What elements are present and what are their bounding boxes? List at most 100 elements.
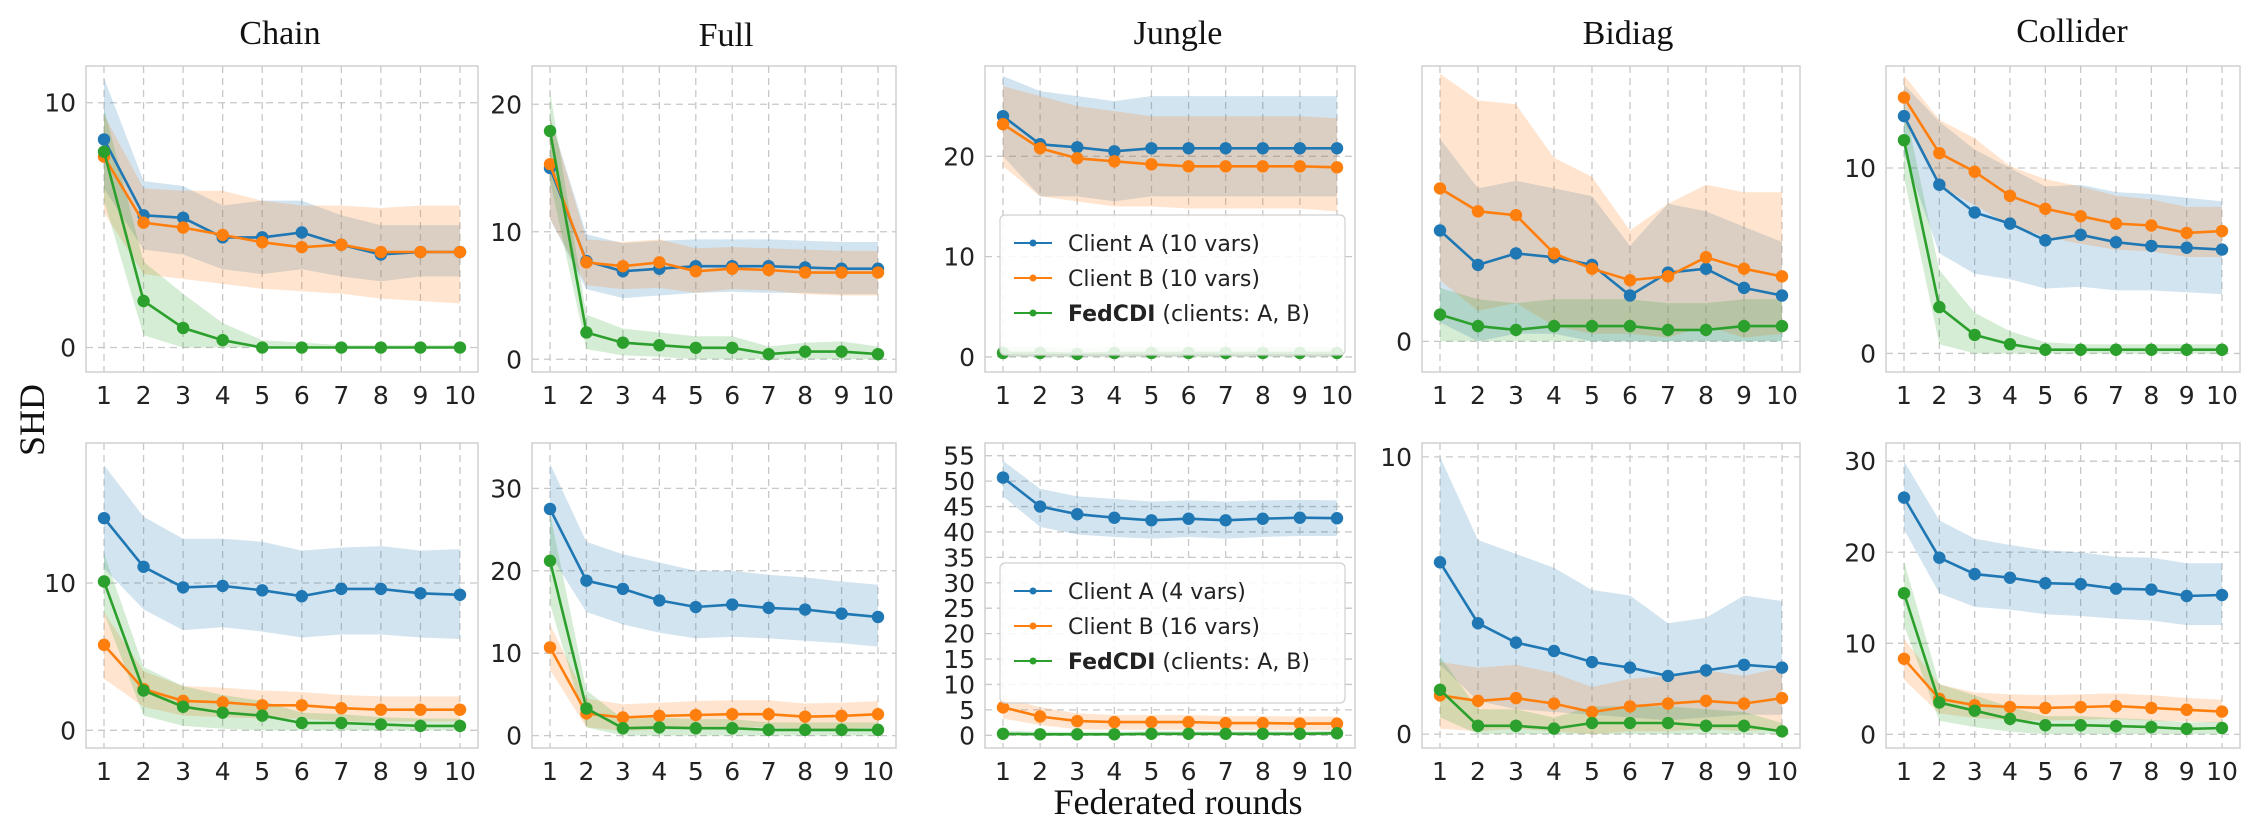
data-point-fedcdi-clients-a-b (2003, 712, 2017, 726)
data-point-fedcdi-clients-a-b (1330, 727, 1344, 740)
confidence-band-client-b-16-vars (104, 612, 460, 722)
series-line-fedcdi-clients-a-b (1439, 313, 1782, 332)
x-tick-label: 6 (2073, 381, 2089, 410)
x-tick-label: 5 (2037, 381, 2053, 410)
data-point-client-b-16-vars (453, 703, 467, 716)
x-tick-label: 5 (688, 757, 704, 786)
data-point-fedcdi-clients-a-b (2145, 343, 2158, 356)
data-point-client-a-4-vars (996, 471, 1010, 484)
data-point-client-b-10-vars (1509, 208, 1523, 222)
y-tick-label: 10 (943, 243, 975, 272)
x-tick-label: 7 (1218, 381, 1234, 410)
data-point-client-b-10-vars (295, 240, 308, 254)
x-tick-label: 1 (1432, 757, 1448, 786)
series-line-fedcdi-clients-a-b (102, 151, 460, 349)
x-tick-label: 7 (1660, 381, 1676, 410)
x-tick-label: 6 (724, 757, 740, 786)
data-point-fedcdi-clients-a-b (1547, 319, 1561, 333)
data-point-client-a-10-vars (1182, 142, 1195, 155)
y-tick-label: 10 (1844, 629, 1876, 658)
plot-area (996, 460, 1344, 741)
data-point-client-b-16-vars (653, 709, 666, 723)
data-point-client-a-10-vars (2039, 234, 2052, 247)
data-point-client-b-10-vars (335, 238, 348, 251)
data-point-client-a-10-vars (2109, 235, 2123, 249)
series-line-client-b-10-vars (1902, 96, 2223, 235)
x-tick-label: 9 (2179, 757, 2195, 786)
data-point-client-b-16-vars (1033, 710, 1047, 723)
data-point-client-b-10-vars (2180, 226, 2193, 240)
data-point-client-b-10-vars (1547, 247, 1561, 260)
data-point-client-b-10-vars (453, 245, 467, 259)
data-point-fedcdi-clients-a-b (2215, 343, 2229, 356)
x-tick-label: 3 (1069, 757, 1085, 786)
panel-frame (1421, 65, 1801, 373)
x-tick-label: 6 (2073, 757, 2089, 786)
data-point-client-b-16-vars (256, 699, 269, 712)
data-point-fedcdi-clients-a-b (1661, 323, 1675, 337)
data-point-client-a-10-vars (1471, 258, 1485, 272)
x-tick-label: 4 (215, 381, 231, 410)
x-tick-label: 10 (1766, 757, 1798, 786)
data-point-client-a-4-vars (335, 582, 348, 596)
plot-area (1433, 456, 1789, 738)
series-line-client-b-16-vars (103, 644, 460, 712)
y-tick-label: 30 (490, 474, 522, 503)
data-point-client-a-4-vars (1547, 644, 1561, 658)
data-point-fedcdi-clients-a-b (580, 326, 593, 339)
y-tick-label: 10 (490, 639, 522, 668)
x-tick-label: 3 (175, 757, 191, 786)
data-point-fedcdi-clients-a-b (97, 145, 111, 158)
panel-full-row2: 1 2 3 4 5 6 7 8 9 10 0 10 20 30 (490, 442, 897, 786)
data-point-client-b-10-vars (835, 266, 848, 279)
x-tick-label: 3 (615, 381, 631, 410)
series-line-client-a-10-vars (1902, 115, 2223, 251)
data-point-fedcdi-clients-a-b (1737, 719, 1751, 733)
confidence-band-client-a-10-vars (550, 117, 878, 299)
column-title-jungle: Jungle (1134, 15, 1223, 52)
data-point-fedcdi-clients-a-b (1182, 727, 1195, 740)
series-line-client-b-10-vars (102, 155, 460, 254)
x-tick-label: 2 (578, 381, 594, 410)
x-tick-label: 7 (333, 757, 349, 786)
series-line-fedcdi-clients-a-b (102, 581, 460, 728)
x-tick-label: 8 (1698, 381, 1714, 410)
data-point-client-b-16-vars (871, 708, 885, 721)
data-point-fedcdi-clients-a-b (374, 341, 388, 354)
x-tick-label: 3 (1508, 381, 1524, 410)
x-tick-label: 4 (651, 381, 667, 410)
data-point-client-a-4-vars (256, 584, 269, 597)
legend-label-2: Client B (10 vars) (1068, 267, 1260, 292)
data-point-fedcdi-clients-a-b (1293, 727, 1307, 740)
data-point-client-b-16-vars (1293, 717, 1307, 730)
data-point-fedcdi-clients-a-b (1775, 725, 1789, 738)
x-tick-label: 3 (1508, 757, 1524, 786)
data-point-client-b-10-vars (2145, 219, 2158, 232)
data-point-client-b-16-vars (2109, 699, 2123, 713)
data-point-client-a-4-vars (1433, 556, 1447, 569)
data-point-client-b-10-vars (2074, 210, 2087, 223)
x-tick-label: 1 (1896, 381, 1912, 410)
x-tick-label: 10 (862, 381, 894, 410)
panel-frame (85, 65, 479, 373)
x-tick-label: 2 (578, 757, 594, 786)
data-point-fedcdi-clients-a-b (414, 341, 427, 354)
data-point-client-b-16-vars (996, 701, 1010, 714)
y-tick-label: 10 (490, 218, 522, 247)
series-line-fedcdi-clients-a-b (548, 560, 878, 732)
data-point-client-a-4-vars (216, 579, 229, 593)
x-tick-label: 1 (1896, 757, 1912, 786)
x-tick-label: 10 (444, 381, 476, 410)
data-point-client-a-10-vars (2003, 217, 2017, 230)
data-point-client-b-16-vars (762, 708, 775, 721)
x-tick-label: 7 (761, 757, 777, 786)
y-tick-label: 35 (943, 543, 975, 572)
panel-frame (1421, 442, 1801, 749)
plot-area (1897, 461, 2229, 736)
legend-label-1: Client A (10 vars) (1068, 232, 1260, 257)
data-point-client-a-4-vars (653, 594, 666, 607)
series-line-client-a-4-vars (102, 517, 461, 598)
x-tick-label: 10 (1321, 757, 1353, 786)
data-point-client-a-4-vars (1293, 511, 1307, 524)
